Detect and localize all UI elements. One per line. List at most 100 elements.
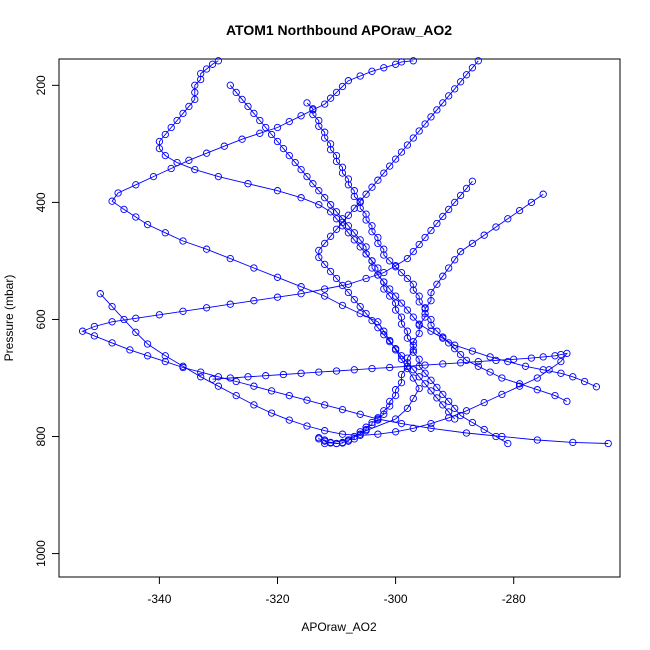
data-point (433, 280, 441, 288)
data-point (256, 116, 264, 125)
data-point (421, 380, 429, 388)
data-point (403, 404, 412, 413)
data-point (409, 280, 417, 288)
data-point (114, 189, 122, 197)
data-point (321, 239, 329, 248)
data-point (427, 226, 435, 235)
data-point (350, 192, 358, 201)
data-point (368, 67, 376, 75)
data-point (191, 88, 199, 97)
data-point (338, 169, 347, 177)
data-point (356, 243, 364, 251)
data-point (445, 205, 453, 214)
data-point (149, 172, 158, 181)
data-point (451, 404, 459, 413)
data-point (468, 347, 477, 355)
data-point (391, 292, 400, 300)
data-point (338, 163, 347, 171)
data-point (374, 430, 382, 438)
data-point (143, 220, 152, 229)
data-point (309, 105, 317, 113)
data-point (480, 231, 488, 239)
series-line (318, 60, 479, 420)
data-point (303, 172, 311, 181)
data-point (403, 274, 412, 283)
data-point (350, 236, 358, 244)
data-point (226, 81, 234, 89)
data-point (403, 327, 412, 335)
data-point (362, 274, 370, 283)
data-point (421, 361, 429, 369)
data-point (350, 187, 358, 195)
data-point (344, 181, 353, 189)
data-point (456, 191, 465, 200)
data-point (563, 349, 571, 358)
data-point (332, 367, 341, 375)
data-point (362, 243, 370, 251)
data-point (356, 236, 364, 244)
data-point (297, 290, 305, 298)
data-point (356, 302, 364, 311)
data-point (332, 225, 341, 233)
data-point (250, 109, 258, 118)
data-point (451, 198, 459, 207)
data-point (244, 373, 252, 381)
data-point (191, 95, 199, 104)
data-point (533, 436, 541, 444)
data-point (397, 320, 406, 328)
data-point (380, 278, 388, 286)
data-point (326, 94, 335, 102)
data-point (539, 190, 547, 198)
data-point (108, 302, 116, 311)
data-point (409, 346, 417, 354)
data-point (350, 204, 358, 212)
data-point (326, 201, 335, 209)
data-point (250, 382, 258, 390)
data-point (202, 149, 211, 157)
data-point (409, 57, 417, 65)
data-point (374, 233, 382, 242)
data-point (197, 75, 205, 84)
data-point (321, 194, 329, 202)
data-point (409, 424, 417, 432)
data-point (427, 424, 435, 432)
series-5 (303, 99, 571, 406)
data-point (309, 180, 317, 188)
data-point (433, 383, 441, 392)
data-point (433, 106, 441, 114)
data-point (421, 313, 429, 321)
data-point (427, 113, 435, 121)
data-point (427, 387, 435, 395)
series-line (158, 60, 597, 388)
data-point (214, 172, 223, 181)
data-point (208, 60, 217, 68)
data-point (350, 295, 358, 304)
data-point (451, 256, 459, 264)
data-point (90, 322, 99, 331)
data-point (202, 245, 211, 253)
data-point (563, 397, 571, 406)
data-point (332, 88, 341, 97)
data-point (161, 357, 169, 366)
series-8 (96, 290, 571, 440)
data-point (132, 314, 140, 322)
data-point (433, 394, 441, 402)
data-point (391, 306, 400, 314)
data-point (539, 366, 547, 374)
data-point (350, 366, 358, 374)
data-point (439, 272, 447, 280)
data-point (421, 369, 429, 377)
data-point (433, 327, 441, 335)
data-point (238, 135, 246, 143)
data-point (380, 251, 388, 259)
data-point (303, 99, 311, 107)
data-point (362, 210, 370, 218)
data-point (321, 292, 329, 300)
data-point (569, 438, 577, 447)
data-point (279, 370, 288, 379)
data-point (338, 301, 347, 310)
data-point (386, 402, 394, 410)
data-point (374, 264, 382, 272)
data-point (356, 72, 364, 80)
data-point (427, 297, 435, 305)
